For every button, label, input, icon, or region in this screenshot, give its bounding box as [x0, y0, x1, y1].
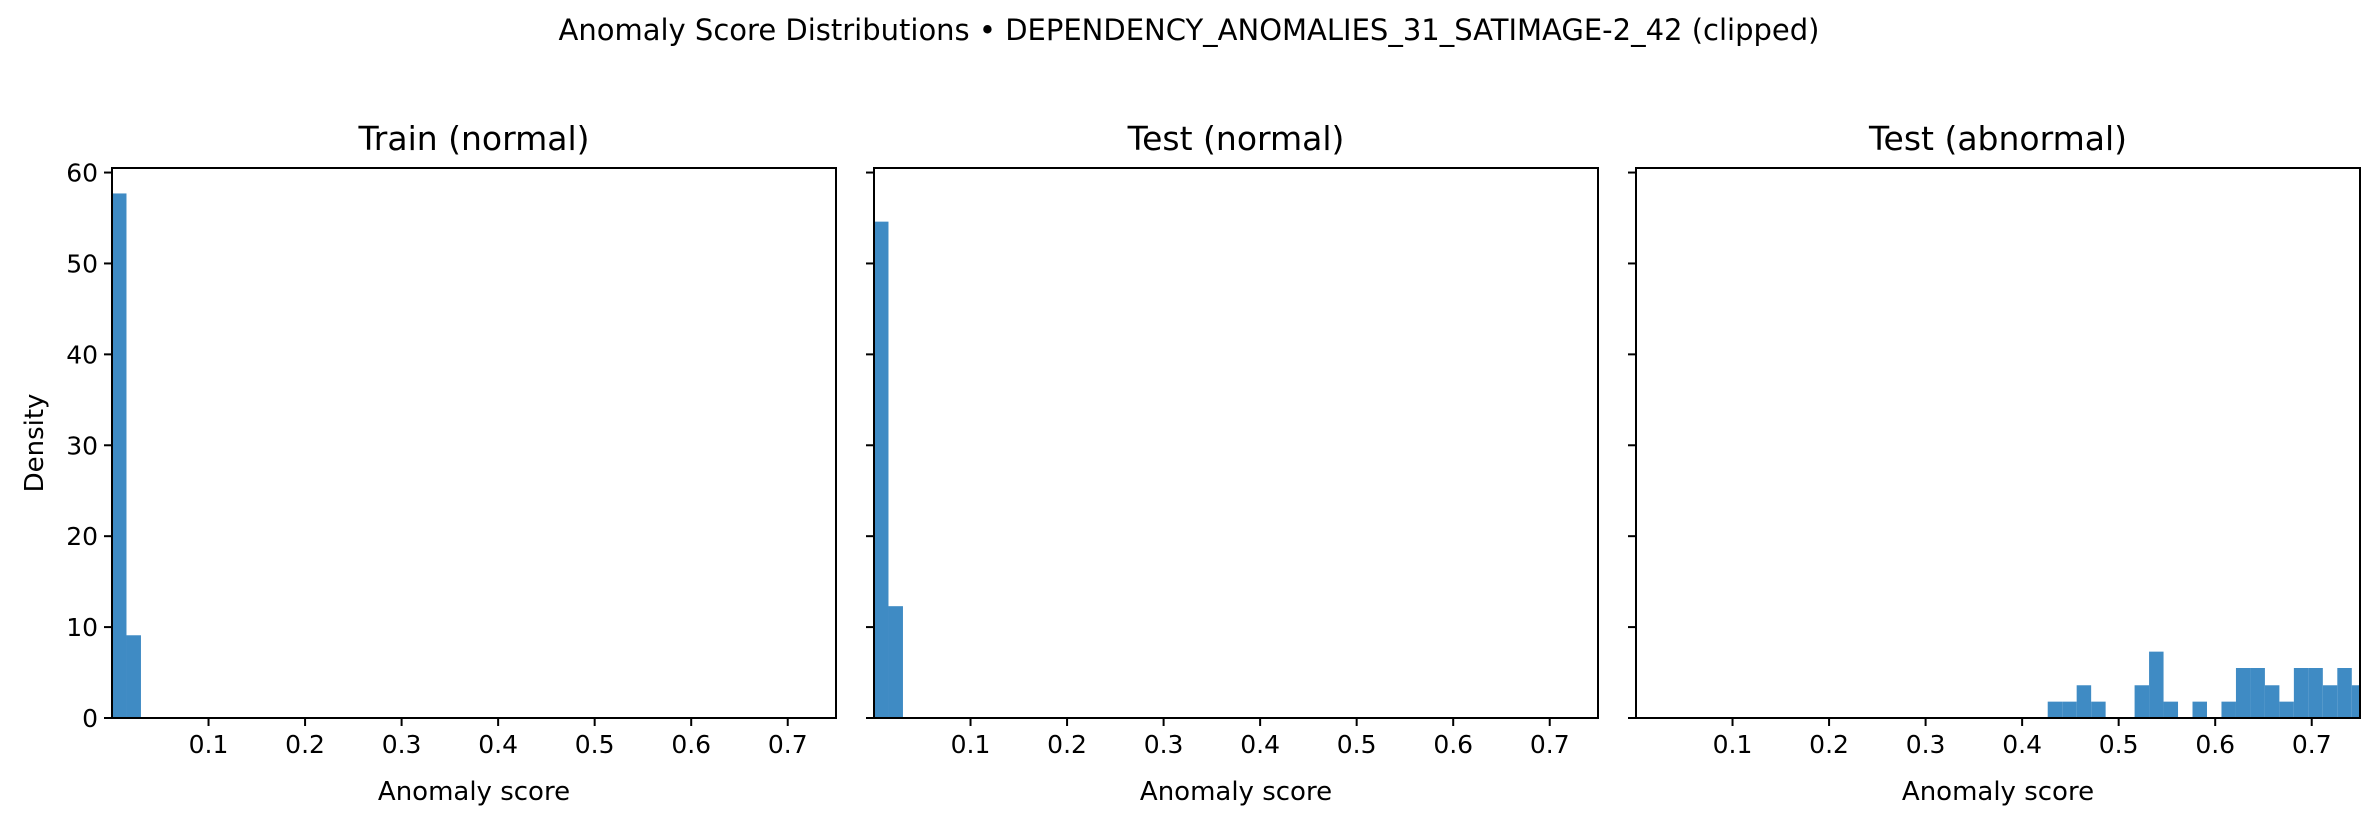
x-tick-label: 0.6 [2195, 730, 2235, 759]
histogram-bar [2163, 701, 2179, 718]
y-tick-label: 0 [82, 704, 98, 733]
y-axis-label: Density [20, 394, 50, 493]
histogram-bar [2264, 685, 2280, 718]
x-tick-label: 0.1 [951, 730, 991, 759]
x-tick-label: 0.3 [1906, 730, 1946, 759]
histogram-bar [2221, 701, 2236, 718]
histogram-bar [2192, 701, 2207, 718]
histogram-bar [2308, 668, 2323, 718]
panels: Train (normal) 0.1 0.2 0.3 0.4 0.5 0.6 0.7 0 10 20… [20, 119, 2361, 807]
x-tick-label: 0.6 [1433, 730, 1473, 759]
histogram-bar [2235, 668, 2251, 718]
panel-title: Test (normal) [1127, 119, 1345, 158]
x-axis-label: Anomaly score [1140, 777, 1332, 807]
histogram-bar [112, 193, 127, 718]
figure-suptitle: Anomaly Score Distributions • DEPENDENCY… [559, 13, 1820, 47]
histogram-bar [2250, 668, 2265, 718]
histogram-bar [2322, 685, 2338, 718]
x-tick-label: 0.2 [1809, 730, 1849, 759]
histogram-bar [126, 635, 141, 718]
x-tick-label: 0.1 [1713, 730, 1753, 759]
y-tick-label: 50 [66, 249, 98, 278]
x-axis-label: Anomaly score [378, 777, 570, 807]
panel-title: Train (normal) [357, 119, 589, 158]
panel-3: Test (abnormal) 0.1 0.2 0.3 0.4 0.5 0.6 0.7 Anom… [1628, 119, 2361, 807]
histogram-bar [2047, 701, 2063, 718]
y-tick-label: 40 [66, 340, 98, 369]
y-tick-label: 20 [66, 522, 98, 551]
x-tick-label: 0.5 [575, 730, 615, 759]
histogram-bar [888, 606, 903, 718]
histogram-bar [2149, 651, 2164, 718]
x-tick-label: 0.7 [768, 730, 808, 759]
axes-frame [111, 167, 837, 719]
x-tick-label: 0.3 [382, 730, 422, 759]
panel-title: Test (abnormal) [1868, 119, 2127, 158]
x-tick-label: 0.3 [1144, 730, 1184, 759]
x-tick-label: 0.1 [189, 730, 229, 759]
x-tick-label: 0.7 [2292, 730, 2332, 759]
axes-frame [873, 167, 1599, 719]
x-tick-label: 0.2 [1047, 730, 1087, 759]
histogram-bar [2076, 685, 2092, 718]
x-tick-label: 0.4 [2002, 730, 2042, 759]
x-tick-label: 0.2 [285, 730, 325, 759]
x-tick-label: 0.6 [671, 730, 711, 759]
x-tick-label: 0.5 [2099, 730, 2139, 759]
x-tick-label: 0.5 [1337, 730, 1377, 759]
histogram-bar [2293, 668, 2309, 718]
y-tick-label: 10 [66, 613, 98, 642]
histogram-bar [874, 221, 889, 718]
x-tick-label: 0.4 [1240, 730, 1280, 759]
axes-frame [1635, 167, 2361, 719]
panel-2: Test (normal) 0.1 0.2 0.3 0.4 0.5 0.6 0.7 Anomal… [866, 119, 1599, 807]
y-tick-label: 60 [66, 159, 98, 188]
histogram-bar [2279, 701, 2294, 718]
histogram-bar [2062, 701, 2077, 718]
histogram-bar [2134, 685, 2150, 718]
histogram-bar [2337, 668, 2352, 718]
x-tick-label: 0.4 [478, 730, 518, 759]
histogram-bar [2091, 701, 2106, 718]
x-tick-label: 0.7 [1530, 730, 1570, 759]
x-axis-label: Anomaly score [1902, 777, 2094, 807]
panel-1: Train (normal) 0.1 0.2 0.3 0.4 0.5 0.6 0.7 0 10 20… [20, 119, 837, 807]
y-tick-label: 30 [66, 431, 98, 460]
histogram-bar [2351, 685, 2360, 718]
